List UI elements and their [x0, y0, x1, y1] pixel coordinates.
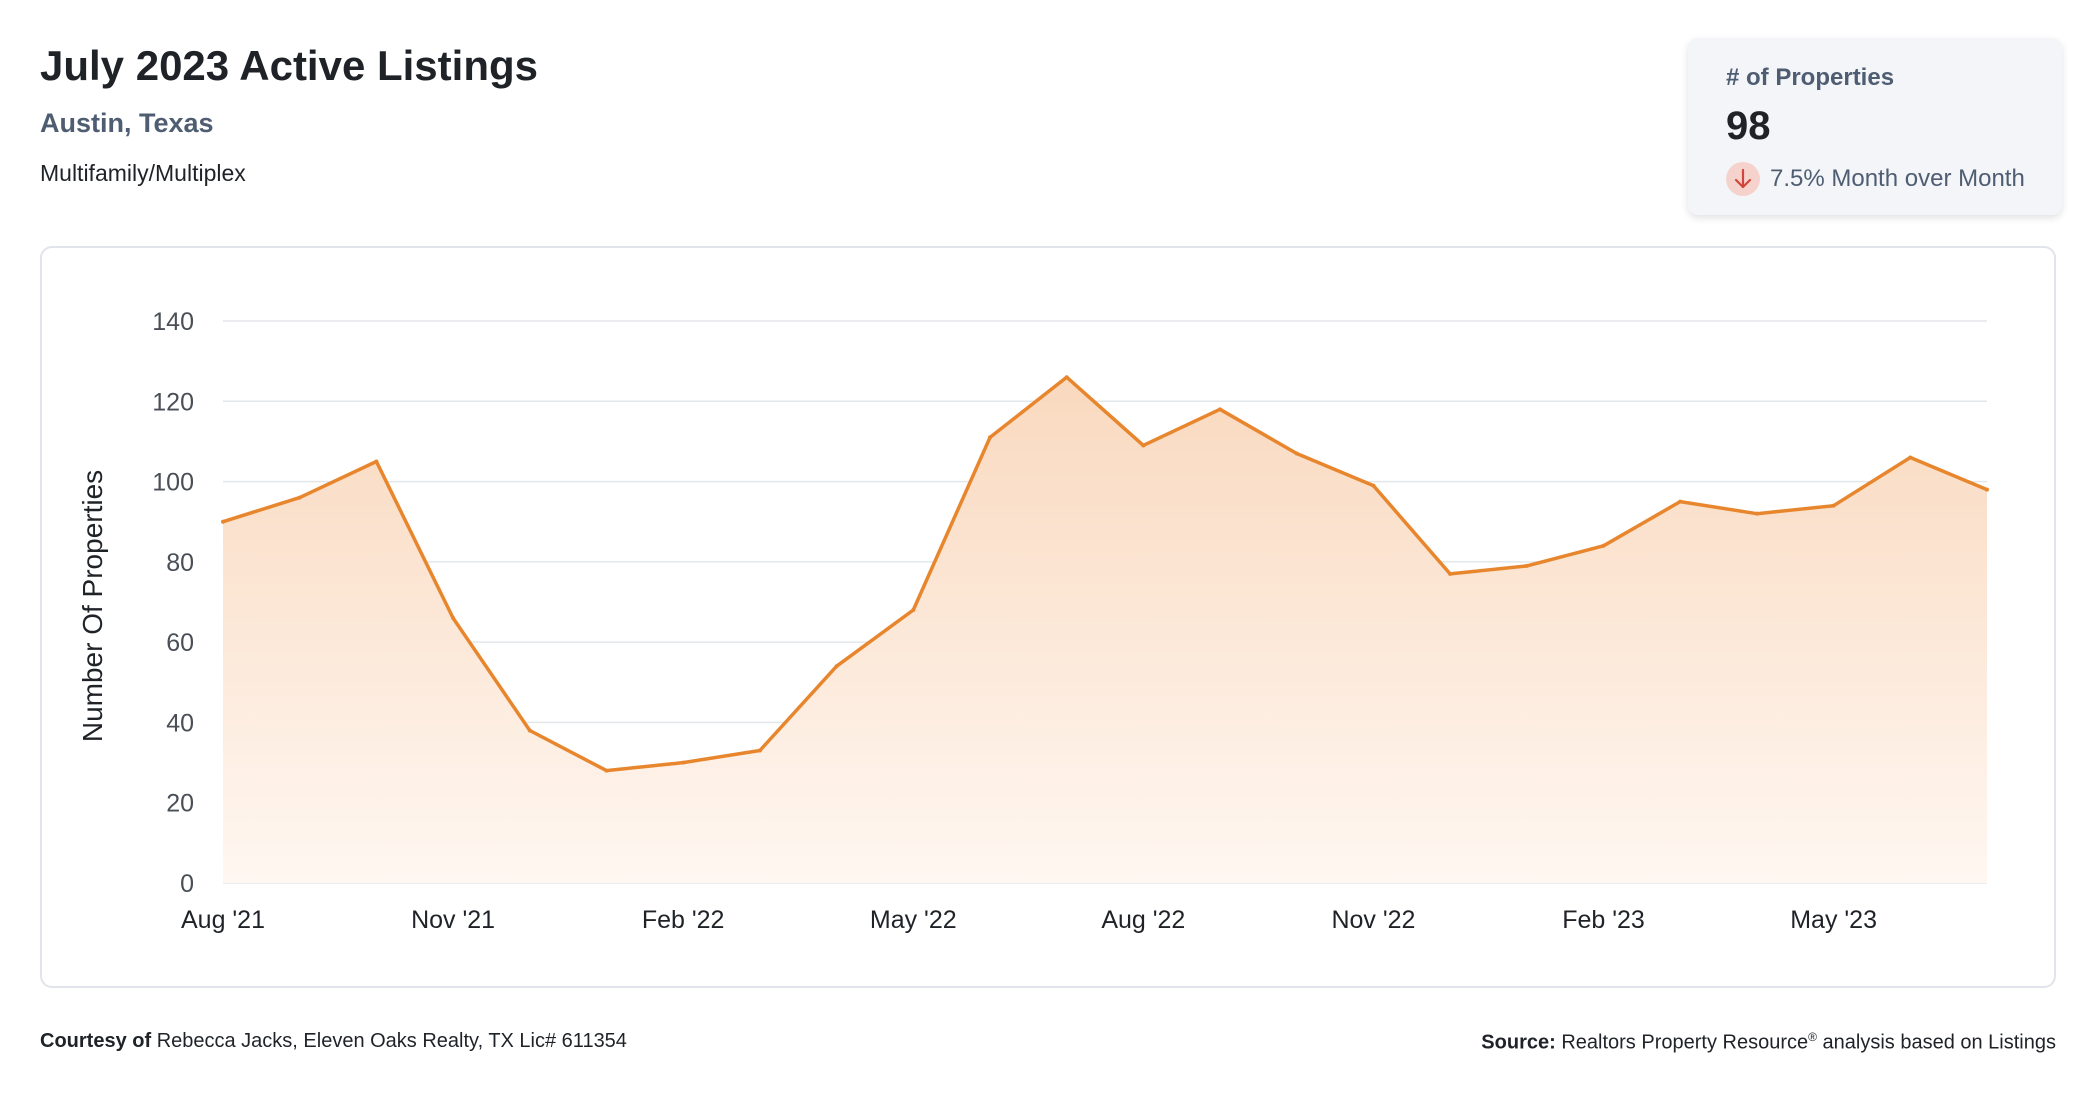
courtesy-label: Courtesy of [40, 1030, 152, 1052]
data-point [1448, 571, 1453, 576]
data-point [1831, 503, 1836, 508]
data-point [1218, 407, 1223, 412]
y-tick-label: 20 [166, 790, 194, 818]
data-point [1524, 563, 1529, 568]
data-point [757, 748, 762, 753]
x-tick-label: May '22 [870, 906, 957, 934]
y-tick-label: 0 [180, 870, 194, 898]
data-point [1601, 543, 1606, 548]
location-subtitle: Austin, Texas [40, 108, 214, 138]
data-point [221, 519, 225, 524]
data-point [1908, 455, 1913, 460]
series-area [223, 377, 1987, 883]
data-point [1371, 483, 1376, 488]
y-axis-label: Number Of Properties [77, 470, 108, 742]
y-tick-label: 120 [152, 388, 194, 416]
registered-mark: ® [1808, 1030, 1817, 1044]
y-tick-label: 40 [166, 709, 194, 737]
courtesy-text: Rebecca Jacks, Eleven Oaks Realty, TX Li… [156, 1030, 627, 1052]
data-point [527, 728, 532, 733]
source-name: Realtors Property Resource [1561, 1031, 1809, 1054]
y-tick-label: 80 [166, 549, 194, 577]
data-point [681, 760, 686, 765]
data-point [911, 608, 916, 613]
source-label: Source: [1481, 1031, 1556, 1054]
source-suffix: analysis based on Listings [1822, 1031, 2056, 1054]
data-point [1754, 511, 1759, 516]
stat-card: # of Properties 98 7.5% Month over Month [1688, 38, 2062, 215]
data-point [1985, 487, 1989, 492]
data-point [604, 768, 609, 773]
data-point [297, 495, 302, 500]
x-tick-label: Nov '21 [411, 906, 495, 934]
series-line [222, 375, 1988, 773]
chart-panel: 0 20 40 60 80 100 120 140 Aug '21 Nov '21 Feb '22… [40, 246, 2056, 988]
x-tick-label: Aug '22 [1101, 906, 1185, 934]
data-point [374, 459, 379, 464]
stat-change-text: 7.5% Month over Month [1770, 165, 2025, 192]
x-tick-label: Aug '21 [181, 906, 265, 934]
x-tick-label: May '23 [1790, 906, 1877, 934]
data-point [1141, 443, 1146, 448]
stat-value: 98 [1726, 104, 1771, 148]
y-tick-label: 60 [166, 629, 194, 657]
active-listings-chart: 0 20 40 60 80 100 120 140 Aug '21 Nov '21 Feb '22… [77, 308, 1989, 934]
data-point [451, 616, 456, 621]
chart-title: July 2023 Active Listings [40, 42, 538, 89]
footer-source: Source: Realtors Property Resource® anal… [1481, 1030, 2056, 1055]
data-point [1064, 375, 1069, 380]
arrow-down-icon [1726, 162, 1760, 196]
stat-change: 7.5% Month over Month [1726, 162, 2025, 196]
property-category: Multifamily/Multiplex [40, 160, 246, 186]
footer-courtesy: Courtesy of Rebecca Jacks, Eleven Oaks R… [40, 1030, 627, 1053]
x-tick-label: Feb '22 [642, 906, 725, 934]
data-point [1294, 451, 1299, 456]
y-tick-label: 140 [152, 308, 194, 336]
y-tick-label: 100 [152, 469, 194, 497]
x-tick-label: Nov '22 [1331, 906, 1415, 934]
stat-label: # of Properties [1726, 64, 1895, 91]
data-point [1678, 499, 1683, 504]
x-tick-label: Feb '23 [1562, 906, 1645, 934]
data-point [834, 664, 839, 669]
data-point [987, 435, 992, 440]
